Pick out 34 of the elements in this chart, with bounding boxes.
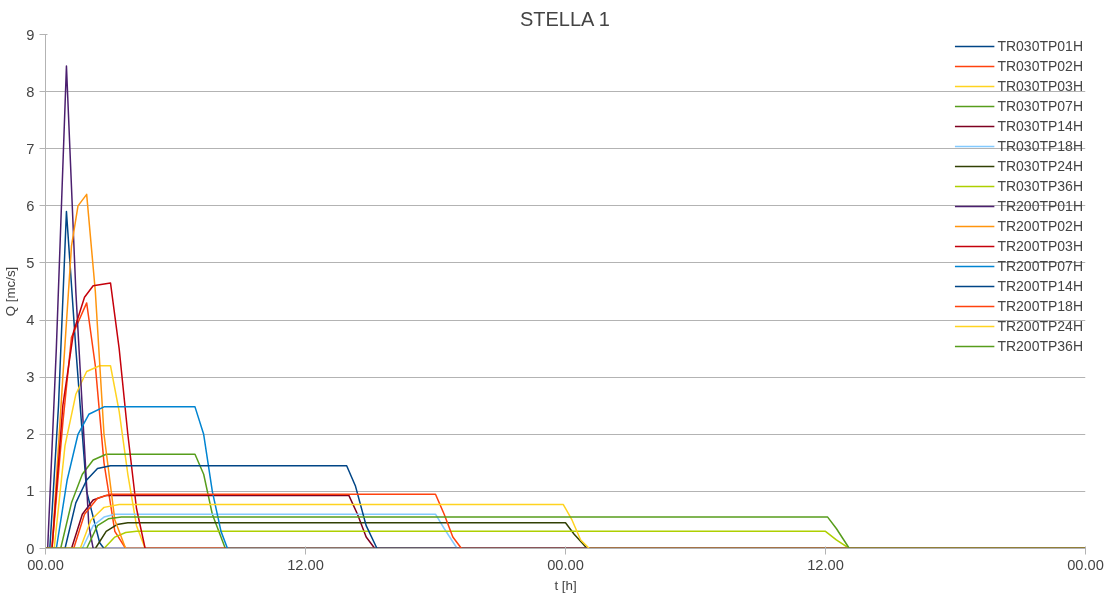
legend-label: TR030TP36H — [997, 178, 1083, 194]
legend-label: TR200TP36H — [997, 338, 1083, 354]
chart-title: STELLA 1 — [519, 7, 610, 30]
y-tick-label: 6 — [26, 197, 35, 214]
legend-label: TR030TP01H — [997, 38, 1083, 54]
legend-label: TR200TP14H — [997, 278, 1083, 294]
y-axis-title: Q [mc/s] — [3, 266, 19, 317]
x-tick-label: 00.00 — [547, 556, 584, 573]
x-axis-title: t [h] — [554, 577, 577, 593]
legend-label: TR200TP03H — [997, 238, 1083, 254]
x-tick-label: 00.00 — [27, 556, 64, 573]
y-tick-label: 3 — [26, 369, 35, 386]
legend-label: TR200TP07H — [997, 258, 1083, 274]
legend-label: TR200TP02H — [997, 218, 1083, 234]
legend-label: TR030TP24H — [997, 158, 1083, 174]
y-tick-label: 9 — [26, 26, 35, 43]
legend-label: TR030TP02H — [997, 58, 1083, 74]
legend-label: TR030TP03H — [997, 78, 1083, 94]
legend-label: TR030TP07H — [997, 98, 1083, 114]
y-tick-label: 5 — [26, 254, 35, 271]
y-tick-label: 4 — [26, 312, 35, 329]
legend-label: TR200TP24H — [997, 318, 1083, 334]
legend-label: TR200TP01H — [997, 198, 1083, 214]
x-tick-label: 00.00 — [1067, 556, 1104, 573]
legend-label: TR030TP18H — [997, 138, 1083, 154]
y-tick-label: 7 — [26, 140, 35, 157]
x-tick-label: 12.00 — [287, 556, 324, 573]
x-tick-label: 12.00 — [807, 556, 844, 573]
y-tick-label: 1 — [26, 483, 35, 500]
y-tick-label: 2 — [26, 426, 35, 443]
y-tick-label: 0 — [26, 540, 35, 557]
legend-label: TR200TP18H — [997, 298, 1083, 314]
legend-label: TR030TP14H — [997, 118, 1083, 134]
y-tick-label: 8 — [26, 83, 35, 100]
